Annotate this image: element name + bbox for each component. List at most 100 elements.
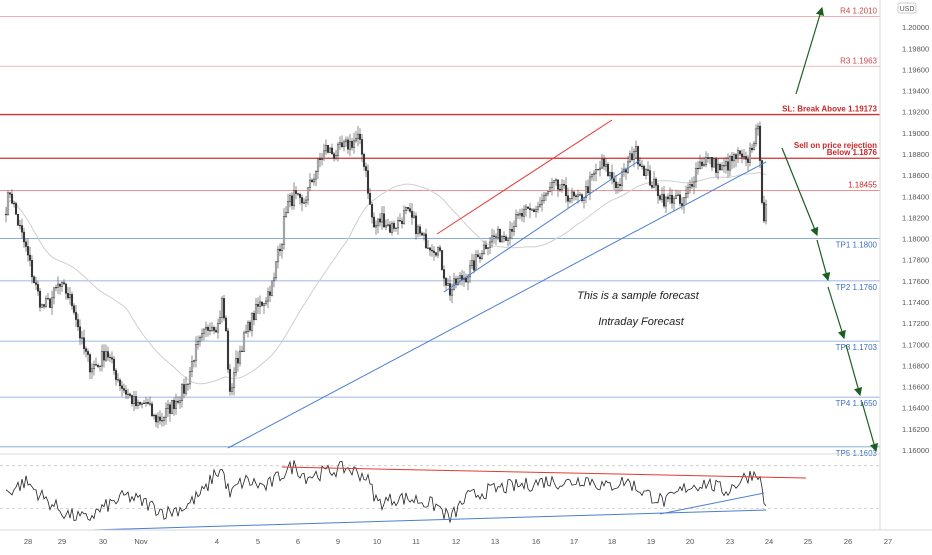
candle-358 — [720, 162, 724, 171]
candle-146 — [296, 192, 300, 196]
candle-body-236 — [476, 254, 480, 258]
candle-body-151 — [306, 187, 310, 201]
candle-body-267 — [538, 204, 542, 208]
candle-body-366 — [736, 150, 740, 160]
candle-184 — [372, 212, 376, 228]
candle-body-103 — [210, 327, 214, 331]
candle-body-198 — [400, 220, 404, 224]
candle-333 — [670, 189, 674, 209]
candle-body-97 — [198, 336, 202, 342]
candle-body-36 — [76, 319, 80, 328]
candle-body-100 — [204, 326, 208, 330]
candle-body-300 — [604, 164, 608, 167]
candle-body-54 — [112, 358, 116, 371]
candle-271 — [546, 190, 550, 197]
candle-body-202 — [408, 208, 412, 212]
candle-body-16 — [36, 284, 40, 292]
candle-145 — [294, 185, 298, 200]
candle-body-173 — [350, 141, 354, 148]
candle-97 — [198, 335, 202, 347]
candle-108 — [220, 295, 224, 323]
candle-body-74 — [152, 414, 156, 417]
candle-body-252 — [508, 229, 512, 239]
candle-23 — [50, 290, 54, 315]
candle-0 — [4, 206, 8, 223]
candle-138 — [280, 243, 284, 259]
candle-244 — [492, 229, 496, 244]
candle-body-190 — [384, 225, 388, 228]
x-tick-13: 17 — [570, 537, 578, 546]
candle-302 — [608, 171, 612, 180]
candle-body-120 — [244, 331, 248, 334]
candle-body-364 — [732, 154, 736, 162]
candle-body-158 — [320, 158, 324, 160]
candle-body-139 — [282, 216, 286, 245]
candle-body-256 — [516, 214, 520, 216]
candle-256 — [516, 211, 520, 219]
candle-body-331 — [666, 196, 670, 200]
candle-body-60 — [124, 390, 128, 395]
moving-average — [5, 172, 767, 385]
candle-body-380 — [764, 204, 768, 222]
candle-body-242 — [488, 241, 492, 248]
candle-170 — [344, 136, 348, 147]
candle-250 — [504, 235, 508, 241]
candle-66 — [136, 399, 140, 410]
candle-body-146 — [296, 193, 300, 195]
candle-body-265 — [534, 209, 538, 212]
candle-77 — [158, 410, 162, 425]
candle-body-172 — [348, 141, 352, 150]
candle-105 — [214, 326, 218, 333]
candle-153 — [310, 178, 314, 183]
candle-body-237 — [478, 256, 482, 259]
candle-body-41 — [86, 351, 90, 355]
candle-body-358 — [720, 165, 724, 171]
candle-body-209 — [422, 233, 426, 236]
candle-body-17 — [38, 290, 42, 308]
candle-365 — [734, 153, 738, 168]
candle-body-339 — [682, 197, 686, 206]
candle-343 — [690, 177, 694, 190]
candle-body-176 — [356, 133, 360, 139]
candle-16 — [36, 280, 40, 296]
candle-317 — [638, 157, 642, 167]
candle-157 — [318, 152, 322, 168]
candle-366 — [736, 147, 740, 163]
candle-body-115 — [234, 358, 238, 373]
candle-body-164 — [332, 153, 336, 159]
osc-resistance-line — [281, 466, 807, 479]
candle-body-269 — [542, 195, 546, 201]
candle-body-79 — [162, 416, 166, 422]
candle-body-282 — [568, 198, 572, 202]
candle-249 — [502, 231, 506, 243]
candle-body-142 — [288, 195, 292, 202]
candle-294 — [592, 170, 596, 182]
candle-body-64 — [132, 396, 136, 404]
candle-160 — [324, 139, 328, 155]
candle-134 — [272, 272, 276, 288]
candle-233 — [470, 253, 474, 270]
candle-body-117 — [238, 350, 242, 364]
candle-204 — [412, 211, 416, 219]
candle-body-216 — [436, 247, 440, 256]
candle-body-341 — [686, 187, 690, 194]
candle-body-245 — [494, 236, 498, 238]
candle-body-217 — [438, 247, 442, 251]
candle-1 — [6, 190, 10, 216]
candle-body-12 — [28, 254, 32, 261]
candle-body-313 — [630, 153, 634, 160]
candle-body-220 — [444, 278, 448, 286]
candle-22 — [48, 298, 52, 308]
candle-body-131 — [266, 291, 270, 302]
candle-body-185 — [374, 225, 378, 228]
candle-body-213 — [430, 249, 434, 252]
candle-225 — [454, 275, 458, 289]
candle-200 — [404, 206, 408, 215]
level-label-2: SL: Break Above 1.19173 — [782, 105, 877, 114]
candle-243 — [490, 228, 494, 248]
candle-270 — [544, 192, 548, 202]
candle-body-334 — [672, 198, 676, 204]
x-tick-16: 20 — [686, 537, 694, 546]
candle-126 — [256, 297, 260, 315]
